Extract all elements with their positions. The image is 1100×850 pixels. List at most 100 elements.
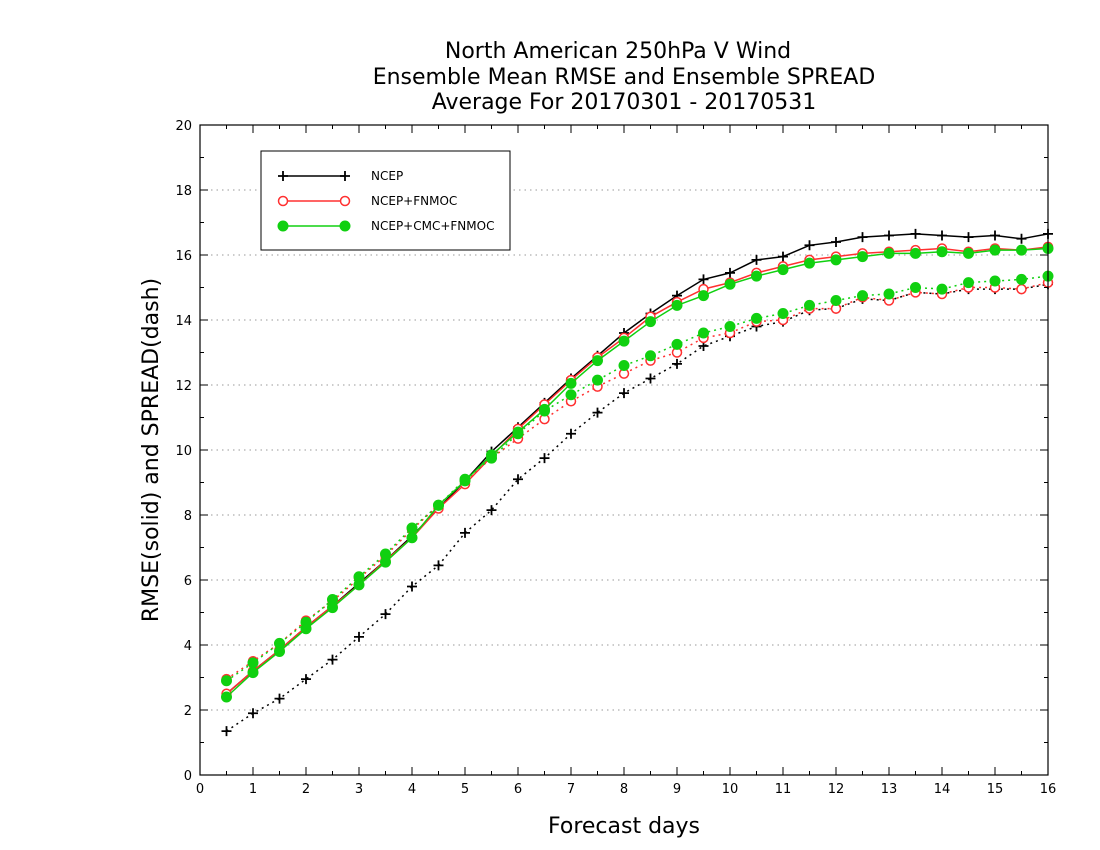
- rmse-point: [804, 257, 815, 269]
- spread-point: [645, 350, 656, 362]
- rmse-point: [300, 623, 312, 635]
- rmse-point: [539, 403, 550, 415]
- spread-point: [672, 358, 682, 369]
- rmse-point: [327, 602, 338, 614]
- y-tick-label: 4: [184, 639, 192, 654]
- rmse-point: [751, 254, 762, 265]
- y-tick-label: 12: [175, 379, 192, 394]
- x-tick-label: 9: [673, 782, 681, 797]
- spread-point: [645, 373, 656, 384]
- spread-point: [539, 453, 550, 464]
- rmse-line: [226, 246, 1049, 695]
- rmse-point: [1016, 244, 1027, 256]
- legend-entry: NCEP: [278, 169, 403, 183]
- spread-point: [936, 283, 948, 295]
- y-tick-label: 0: [184, 769, 192, 784]
- spread-point: [963, 277, 974, 289]
- legend-marker: [277, 220, 289, 232]
- spread-point: [592, 407, 603, 418]
- y-tick-label: 14: [175, 314, 192, 329]
- x-tick-label: 0: [196, 782, 204, 797]
- spread-line: [226, 275, 1049, 682]
- title-line-1: North American 250hPa V Wind: [445, 39, 791, 64]
- legend: NCEP NCEP+FNMOC NCEP+CMC+FNMOC: [260, 150, 511, 251]
- rmse-point: [963, 247, 974, 259]
- rmse-point: [1016, 233, 1027, 244]
- x-tick-label: 10: [722, 782, 739, 797]
- rmse-point: [592, 355, 603, 367]
- x-tick-label: 1: [249, 782, 257, 797]
- rmse-point: [512, 426, 524, 438]
- spread-line: [226, 281, 1049, 680]
- x-axis-ticks: 0 1 2 3 4 5 6 7 8 9 10 11 12 13 14 15 16: [196, 125, 1056, 797]
- rmse-point: [963, 232, 974, 243]
- chart-title: North American 250hPa V Wind Ensemble Me…: [373, 39, 876, 115]
- spread-point: [354, 631, 364, 642]
- spread-point: [804, 299, 815, 311]
- rmse-point: [989, 244, 1001, 256]
- spread-point: [989, 275, 1001, 287]
- x-tick-label: 14: [934, 782, 951, 797]
- spread-point: [221, 726, 232, 737]
- rmse-point: [698, 290, 709, 302]
- rmse-point: [221, 691, 232, 703]
- rmse-point: [857, 251, 868, 263]
- series-layer: [221, 228, 1054, 737]
- rmse-point: [698, 274, 709, 285]
- rmse-point: [459, 475, 471, 487]
- rmse-point: [804, 240, 815, 251]
- rmse-point: [724, 278, 736, 290]
- y-tick-label: 20: [175, 119, 192, 134]
- spread-point: [380, 609, 391, 620]
- series-ncep-cmc-fnmoc: [221, 243, 1054, 703]
- spread-point: [274, 693, 285, 704]
- legend-marker: [278, 171, 288, 181]
- x-axis-label: Forecast days: [548, 814, 700, 839]
- rmse-point: [645, 316, 656, 328]
- spread-point: [698, 327, 709, 339]
- y-tick-label: 8: [184, 509, 192, 524]
- rmse-point: [830, 254, 842, 266]
- x-tick-label: 4: [408, 782, 416, 797]
- spread-point: [406, 522, 418, 534]
- spread-point: [777, 308, 789, 319]
- spread-point: [830, 295, 842, 306]
- legend-marker: [339, 220, 351, 232]
- rmse-point: [937, 230, 947, 241]
- legend-label: NCEP+FNMOC: [371, 194, 457, 208]
- spread-point: [221, 675, 232, 687]
- spread-point: [592, 374, 603, 386]
- x-tick-label: 16: [1040, 782, 1057, 797]
- rmse-point: [777, 264, 789, 276]
- rmse-line: [226, 233, 1049, 695]
- y-tick-label: 18: [175, 184, 192, 199]
- x-tick-label: 12: [828, 782, 845, 797]
- x-tick-label: 2: [302, 782, 310, 797]
- spread-line: [226, 283, 1049, 732]
- y-axis-label: RMSE(solid) and SPREAD(dash): [139, 278, 164, 622]
- spread-point: [407, 581, 417, 592]
- legend-label: NCEP+CMC+FNMOC: [371, 219, 494, 233]
- spread-point: [883, 288, 895, 300]
- spread-point: [1016, 273, 1027, 285]
- rmse-point: [353, 579, 365, 591]
- spread-point: [857, 290, 868, 302]
- spread-point: [433, 560, 444, 571]
- spread-point: [486, 505, 497, 516]
- spread-point: [247, 657, 259, 669]
- rmse-point: [618, 335, 630, 347]
- legend-label: NCEP: [371, 169, 403, 183]
- spread-point: [724, 321, 736, 332]
- rmse-point: [910, 247, 921, 259]
- rmse-point: [831, 237, 841, 247]
- y-tick-label: 16: [175, 249, 192, 264]
- x-tick-label: 6: [514, 782, 522, 797]
- spread-point: [619, 388, 629, 399]
- legend-marker: [277, 195, 289, 207]
- legend-marker: [340, 171, 350, 181]
- x-tick-label: 8: [620, 782, 628, 797]
- series-ncep-fnmoc: [221, 241, 1054, 699]
- spread-point: [513, 474, 523, 485]
- spread-point: [618, 360, 630, 371]
